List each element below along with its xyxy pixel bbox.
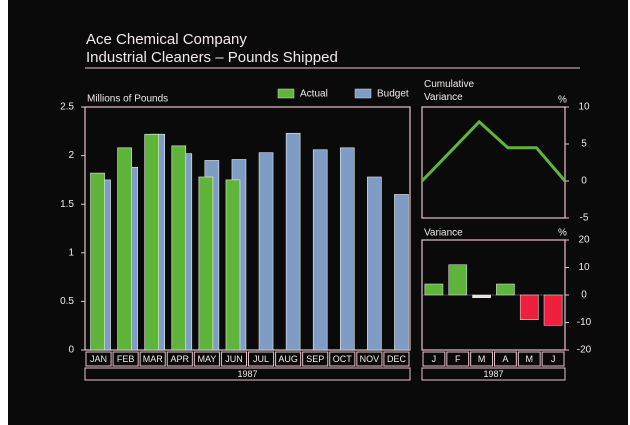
x-tick-label: AUG xyxy=(278,354,298,364)
bar xyxy=(198,176,214,351)
bar xyxy=(367,176,382,351)
category-cell xyxy=(220,351,248,367)
category-cell xyxy=(139,351,166,367)
y-tick-label: -20 xyxy=(577,345,592,356)
category-cell xyxy=(446,351,470,367)
x-tick-label: JUL xyxy=(253,354,269,364)
category-cell xyxy=(356,351,383,367)
bar xyxy=(496,283,515,296)
bar xyxy=(519,294,539,320)
bar xyxy=(171,145,187,351)
legend-label: Budget xyxy=(377,89,409,100)
y-tick-label: 0.5 xyxy=(60,296,74,307)
legend-swatch xyxy=(354,88,372,99)
y-tick-label: 10 xyxy=(578,102,590,113)
year-cell xyxy=(421,367,566,381)
category-cell xyxy=(275,351,302,367)
y-tick-label: 0 xyxy=(581,176,587,187)
category-cell xyxy=(517,351,541,367)
bar xyxy=(543,294,563,326)
y-tick-label: 5 xyxy=(581,139,587,150)
year-cell xyxy=(84,367,411,381)
chart-subtitle: Industrial Cleaners – Pounds Shipped xyxy=(86,49,338,66)
y-tick-label: 2.5 xyxy=(60,102,74,113)
line xyxy=(420,119,567,183)
bar xyxy=(448,264,468,296)
category-cell xyxy=(85,351,112,367)
plot-frame xyxy=(421,106,566,219)
legend-label: Actual xyxy=(300,89,328,100)
category-cell xyxy=(193,351,220,367)
category-cell xyxy=(494,351,517,367)
y-axis-label: Millions of Pounds xyxy=(87,94,168,105)
y-tick-label: 10 xyxy=(578,262,590,273)
bar xyxy=(258,152,274,351)
y-tick-label: -10 xyxy=(577,317,592,328)
bar xyxy=(90,172,105,351)
x-tick-label: JUN xyxy=(225,354,243,364)
y-tick-label: 1 xyxy=(68,247,74,258)
x-tick-label: MAY xyxy=(197,354,216,364)
y-tick-label: 2 xyxy=(68,150,74,161)
category-cell xyxy=(166,351,193,367)
x-axis-label: 1987 xyxy=(483,369,503,379)
category-cell xyxy=(383,351,410,367)
legend-swatch xyxy=(277,88,295,99)
x-tick-label: DEC xyxy=(387,354,407,364)
x-tick-label: A xyxy=(502,354,508,364)
x-tick-label: APR xyxy=(171,354,190,364)
unit-label: % xyxy=(558,95,567,106)
x-tick-label: M xyxy=(526,354,534,364)
x-tick-label: SEP xyxy=(306,354,324,364)
bar xyxy=(225,179,241,351)
bar xyxy=(285,132,301,351)
x-axis-label: 1987 xyxy=(237,369,257,379)
x-tick-label: F xyxy=(455,354,461,364)
bar xyxy=(312,149,328,351)
x-tick-label: M xyxy=(478,354,486,364)
unit-label: % xyxy=(558,228,567,239)
bar xyxy=(394,194,409,351)
x-tick-label: OCT xyxy=(333,354,353,364)
y-tick-label: -5 xyxy=(580,213,589,224)
x-tick-label: JAN xyxy=(90,354,107,364)
panel-title: Cumulative Variance xyxy=(424,79,475,103)
y-tick-label: 1.5 xyxy=(60,199,74,210)
plot-frame xyxy=(84,106,411,351)
x-tick-label: J xyxy=(551,354,556,364)
x-tick-label: MAR xyxy=(143,354,164,364)
y-tick-label: 0 xyxy=(68,345,74,356)
bar xyxy=(117,147,132,351)
category-cell xyxy=(112,351,139,367)
bar xyxy=(472,294,491,298)
x-tick-label: FEB xyxy=(117,354,135,364)
panel-title: Variance xyxy=(424,228,463,239)
y-tick-label: 0 xyxy=(581,290,587,301)
bar xyxy=(144,133,160,351)
bar xyxy=(424,283,444,296)
category-cell xyxy=(470,351,493,367)
x-tick-label: J xyxy=(432,354,437,364)
category-cell xyxy=(541,351,565,367)
category-cell xyxy=(302,351,329,367)
category-cell xyxy=(329,351,356,367)
category-cell xyxy=(422,351,446,367)
chart-title: Ace Chemical Company xyxy=(86,31,247,48)
y-tick-label: 20 xyxy=(578,235,590,246)
x-tick-label: NOV xyxy=(360,354,380,364)
category-cell xyxy=(248,351,275,367)
bar xyxy=(339,147,355,351)
